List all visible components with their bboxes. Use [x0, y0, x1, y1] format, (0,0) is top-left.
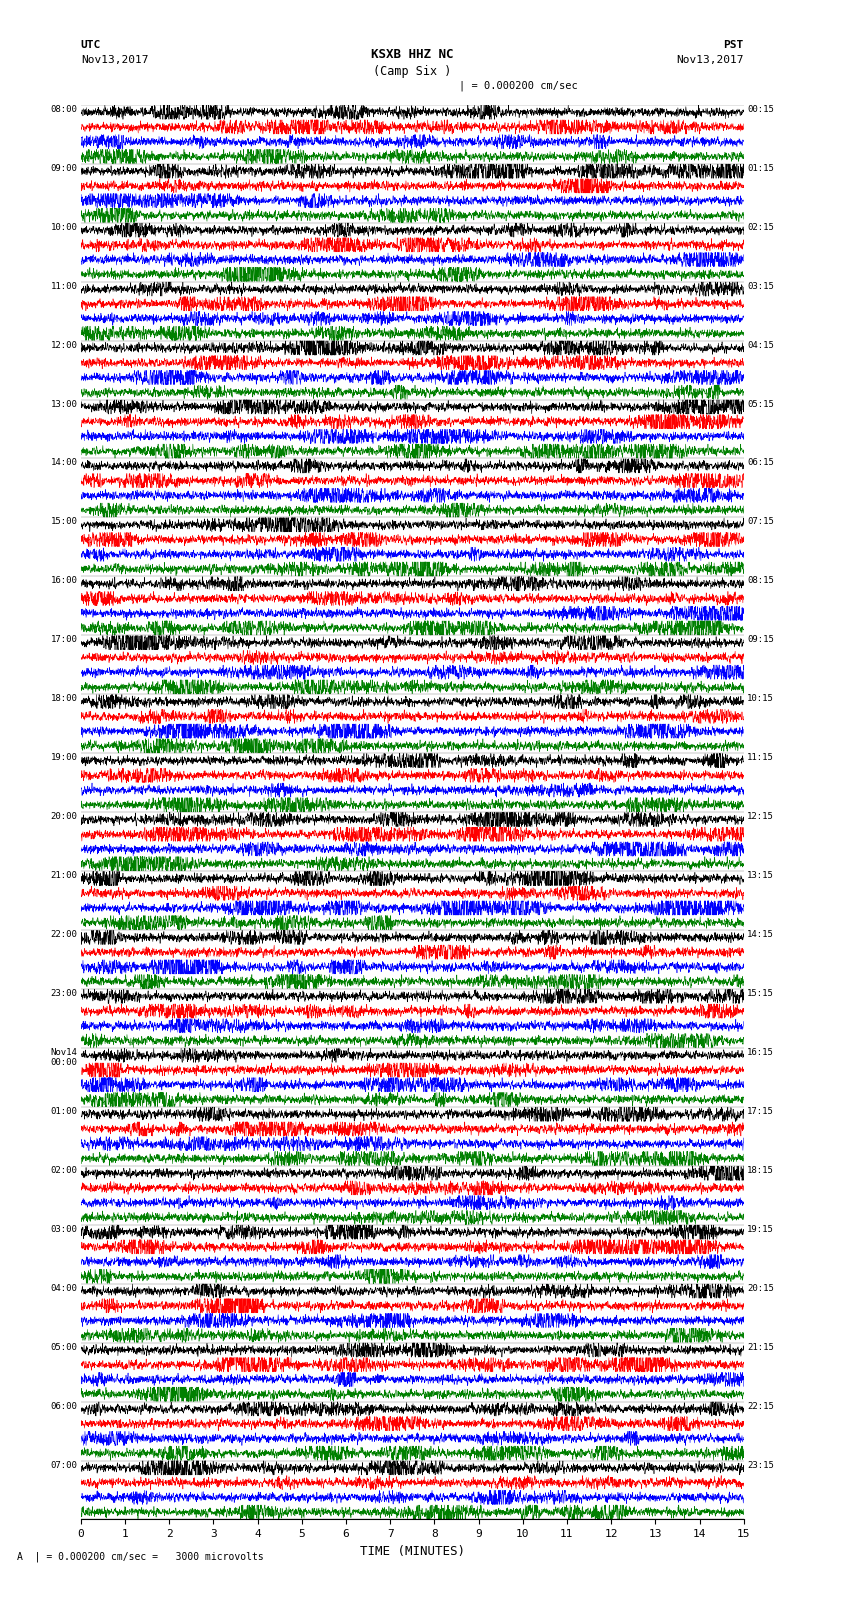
- Text: 14:00: 14:00: [50, 458, 77, 468]
- Text: 06:00: 06:00: [50, 1402, 77, 1410]
- Text: 22:15: 22:15: [747, 1402, 774, 1410]
- Text: 05:15: 05:15: [747, 400, 774, 408]
- Text: 03:15: 03:15: [747, 282, 774, 290]
- Text: PST: PST: [723, 40, 744, 50]
- Text: 13:15: 13:15: [747, 871, 774, 881]
- Text: 02:00: 02:00: [50, 1166, 77, 1174]
- Text: 23:00: 23:00: [50, 989, 77, 998]
- Text: 12:00: 12:00: [50, 340, 77, 350]
- Text: 00:15: 00:15: [747, 105, 774, 115]
- Text: 23:15: 23:15: [747, 1460, 774, 1469]
- Text: 17:15: 17:15: [747, 1107, 774, 1116]
- Text: 21:15: 21:15: [747, 1342, 774, 1352]
- Text: 07:15: 07:15: [747, 518, 774, 526]
- Text: 15:00: 15:00: [50, 518, 77, 526]
- Text: 08:15: 08:15: [747, 576, 774, 586]
- Text: 15:15: 15:15: [747, 989, 774, 998]
- Text: 18:00: 18:00: [50, 694, 77, 703]
- Text: 09:00: 09:00: [50, 165, 77, 173]
- Text: 19:00: 19:00: [50, 753, 77, 763]
- Text: 22:00: 22:00: [50, 931, 77, 939]
- Text: Nov13,2017: Nov13,2017: [81, 55, 148, 65]
- Text: 10:15: 10:15: [747, 694, 774, 703]
- Text: 12:15: 12:15: [747, 813, 774, 821]
- Text: 21:00: 21:00: [50, 871, 77, 881]
- Text: 16:00: 16:00: [50, 576, 77, 586]
- Text: 08:00: 08:00: [50, 105, 77, 115]
- Text: 09:15: 09:15: [747, 636, 774, 644]
- Text: 11:00: 11:00: [50, 282, 77, 290]
- Text: A  | = 0.000200 cm/sec =   3000 microvolts: A | = 0.000200 cm/sec = 3000 microvolts: [17, 1552, 264, 1563]
- Text: KSXB HHZ NC: KSXB HHZ NC: [371, 48, 454, 61]
- Text: 01:15: 01:15: [747, 165, 774, 173]
- Text: 20:15: 20:15: [747, 1284, 774, 1292]
- Text: Nov13,2017: Nov13,2017: [677, 55, 744, 65]
- Text: 17:00: 17:00: [50, 636, 77, 644]
- Text: 02:15: 02:15: [747, 223, 774, 232]
- Text: 13:00: 13:00: [50, 400, 77, 408]
- Text: 04:00: 04:00: [50, 1284, 77, 1292]
- Text: 11:15: 11:15: [747, 753, 774, 763]
- Text: 16:15: 16:15: [747, 1048, 774, 1057]
- Text: 20:00: 20:00: [50, 813, 77, 821]
- Text: 07:00: 07:00: [50, 1460, 77, 1469]
- Text: Nov14
00:00: Nov14 00:00: [50, 1048, 77, 1068]
- Text: 18:15: 18:15: [747, 1166, 774, 1174]
- Text: 14:15: 14:15: [747, 931, 774, 939]
- Text: 03:00: 03:00: [50, 1224, 77, 1234]
- X-axis label: TIME (MINUTES): TIME (MINUTES): [360, 1545, 465, 1558]
- Text: 01:00: 01:00: [50, 1107, 77, 1116]
- Text: 10:00: 10:00: [50, 223, 77, 232]
- Text: 06:15: 06:15: [747, 458, 774, 468]
- Text: 19:15: 19:15: [747, 1224, 774, 1234]
- Text: 05:00: 05:00: [50, 1342, 77, 1352]
- Text: | = 0.000200 cm/sec: | = 0.000200 cm/sec: [459, 81, 578, 92]
- Text: 04:15: 04:15: [747, 340, 774, 350]
- Text: (Camp Six ): (Camp Six ): [373, 65, 451, 77]
- Text: UTC: UTC: [81, 40, 101, 50]
